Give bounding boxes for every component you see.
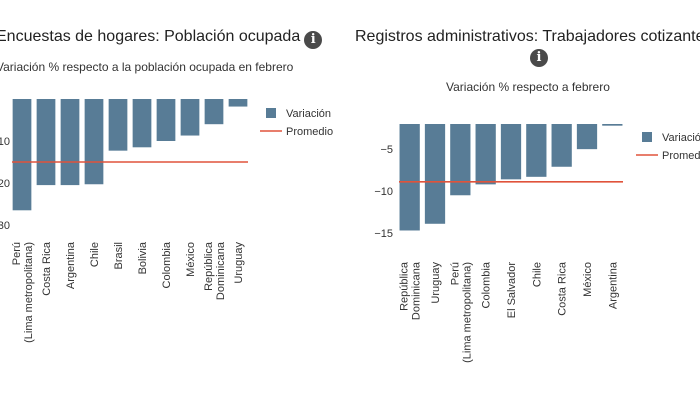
- bar[interactable]: [204, 99, 224, 125]
- x-tick-label: Dominicana: [215, 241, 227, 300]
- x-category-label: República Dominicana: [399, 261, 423, 320]
- info-icon[interactable]: i: [304, 31, 323, 49]
- x-category-label: Colombia: [481, 261, 493, 308]
- x-category-label: Perú (Lima metropolitana): [449, 262, 473, 363]
- x-tick-label: República: [399, 261, 411, 311]
- legend-label: Variación: [662, 132, 700, 144]
- legend-label: Variación: [286, 108, 331, 120]
- x-tick-label: Dominicana: [411, 261, 423, 320]
- bar[interactable]: [180, 99, 200, 136]
- bar[interactable]: [60, 99, 80, 186]
- x-tick-label: Chile: [89, 242, 101, 267]
- bar[interactable]: [228, 99, 248, 107]
- x-tick-label: Brasil: [113, 242, 125, 270]
- y-tick-label: −5: [380, 144, 393, 156]
- bar[interactable]: [36, 99, 56, 186]
- x-tick-label: Perú: [449, 262, 461, 285]
- x-tick-label: Argentina: [607, 261, 619, 309]
- bar[interactable]: [108, 99, 128, 151]
- x-category-label: Brasil: [113, 242, 125, 270]
- x-tick-label: Uruguay: [233, 242, 245, 284]
- x-tick-label: Bolivia: [137, 241, 149, 274]
- x-tick-label: República: [203, 241, 215, 291]
- bar[interactable]: [551, 124, 572, 167]
- x-category-label: Argentina: [607, 261, 619, 309]
- y-tick-label: 10: [0, 136, 10, 148]
- x-tick-label: Costa Rica: [41, 241, 53, 296]
- admin-bar-chart: −5 −10 −15 República Dominicana Uruguay Perú (L…: [374, 124, 700, 363]
- chart-subtitle: Variación % respecto a febrero: [446, 80, 610, 94]
- bar[interactable]: [132, 99, 152, 148]
- chart-title: Encuestas de hogares: Población ocupada i: [0, 28, 323, 49]
- x-category-label: México: [582, 262, 594, 297]
- bar[interactable]: [399, 124, 420, 231]
- x-tick-label: Costa Rica: [557, 261, 569, 316]
- legend[interactable]: Variación Promedio: [636, 132, 700, 162]
- x-category-label: República Dominicana: [203, 241, 227, 300]
- x-tick-label: Uruguay: [430, 262, 442, 304]
- bar[interactable]: [602, 124, 623, 126]
- bar[interactable]: [84, 99, 104, 185]
- legend-swatch-bar: [642, 132, 652, 142]
- admin-records-panel: Registros administrativos: Trabajadores …: [345, 0, 700, 420]
- x-category-label: Costa Rica: [557, 261, 569, 316]
- legend-label: Promedio: [286, 126, 333, 138]
- x-category-label: Colombia: [161, 241, 173, 288]
- x-tick-label: Chile: [531, 262, 543, 287]
- legend-swatch-bar: [266, 108, 276, 118]
- bar[interactable]: [450, 124, 471, 196]
- x-category-label: Chile: [89, 242, 101, 267]
- x-tick-label: México: [582, 262, 594, 297]
- x-tick-label: (Lima metropolitana): [23, 242, 35, 343]
- legend-label: Promedio: [662, 150, 700, 162]
- y-tick-label: 30: [0, 220, 10, 232]
- x-category-label: Costa Rica: [41, 241, 53, 296]
- x-tick-label: Colombia: [161, 241, 173, 288]
- chart-subtitle: Variación % respecto a la población ocup…: [0, 60, 294, 74]
- bar[interactable]: [526, 124, 547, 177]
- y-tick-label: −15: [374, 228, 393, 240]
- bar[interactable]: [156, 99, 176, 141]
- legend[interactable]: Variación Promedio: [260, 108, 333, 138]
- x-tick-label: Perú: [11, 242, 23, 265]
- x-category-label: México: [185, 242, 197, 277]
- x-tick-label: Argentina: [65, 241, 77, 289]
- x-category-label: El Salvador: [506, 262, 518, 319]
- y-tick-label: −10: [374, 186, 393, 198]
- x-tick-label: (Lima metropolitana): [461, 262, 473, 363]
- household-survey-panel: Encuestas de hogares: Población ocupada i…: [0, 0, 345, 420]
- x-category-label: Chile: [531, 262, 543, 287]
- x-category-label: Uruguay: [430, 262, 442, 304]
- bar[interactable]: [500, 124, 522, 180]
- bar[interactable]: [576, 124, 598, 150]
- x-category-label: Perú (Lima metropolitana): [11, 242, 35, 343]
- bar[interactable]: [12, 99, 32, 211]
- x-tick-label: México: [185, 242, 197, 277]
- bar[interactable]: [475, 124, 496, 185]
- x-category-label: Argentina: [65, 241, 77, 289]
- x-category-label: Uruguay: [233, 242, 245, 284]
- y-tick-label: 20: [0, 178, 10, 190]
- chart-title: Registros administrativos: Trabajadores …: [355, 28, 700, 45]
- x-category-label: Bolivia: [137, 241, 149, 274]
- x-tick-label: El Salvador: [506, 262, 518, 319]
- x-tick-label: Colombia: [481, 261, 493, 308]
- info-icon[interactable]: i: [530, 49, 548, 67]
- bar[interactable]: [424, 124, 446, 224]
